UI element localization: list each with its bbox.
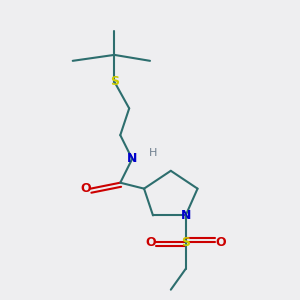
Text: O: O (80, 182, 91, 195)
Text: S: S (110, 75, 119, 88)
Text: N: N (127, 152, 137, 165)
Text: H: H (149, 148, 157, 158)
Text: S: S (181, 236, 190, 249)
Text: N: N (181, 209, 191, 222)
Text: O: O (145, 236, 156, 249)
Text: O: O (215, 236, 226, 249)
